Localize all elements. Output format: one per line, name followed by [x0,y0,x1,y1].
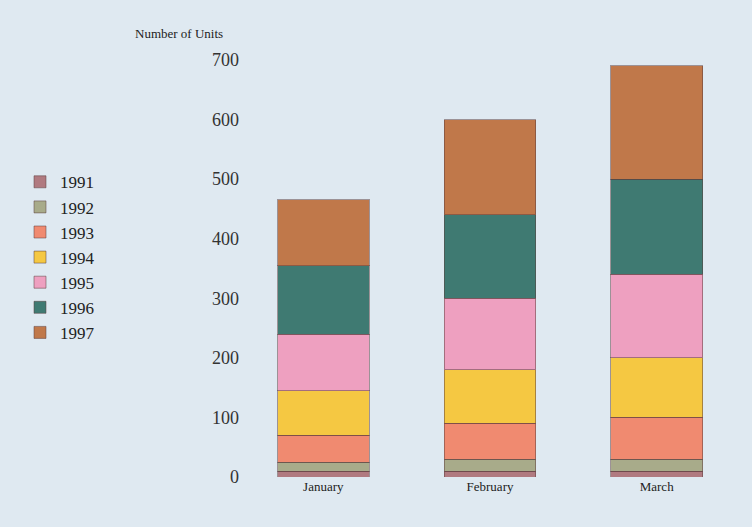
svg-text:1991: 1991 [60,173,94,192]
svg-text:1995: 1995 [60,274,94,293]
svg-text:300: 300 [212,289,239,309]
svg-text:February: February [467,479,514,494]
svg-text:1993: 1993 [60,224,94,243]
svg-text:1997: 1997 [60,324,95,343]
svg-text:March: March [640,479,674,494]
svg-text:1994: 1994 [60,249,95,268]
svg-text:1992: 1992 [60,199,94,218]
svg-text:1996: 1996 [60,299,94,318]
svg-text:200: 200 [212,348,239,368]
svg-text:100: 100 [212,408,239,428]
svg-text:January: January [303,479,344,494]
svg-text:400: 400 [212,229,239,249]
svg-text:Number of Units: Number of Units [135,26,223,41]
svg-text:700: 700 [212,50,239,70]
svg-text:600: 600 [212,110,239,130]
svg-text:500: 500 [212,169,239,189]
svg-text:0: 0 [230,467,239,487]
